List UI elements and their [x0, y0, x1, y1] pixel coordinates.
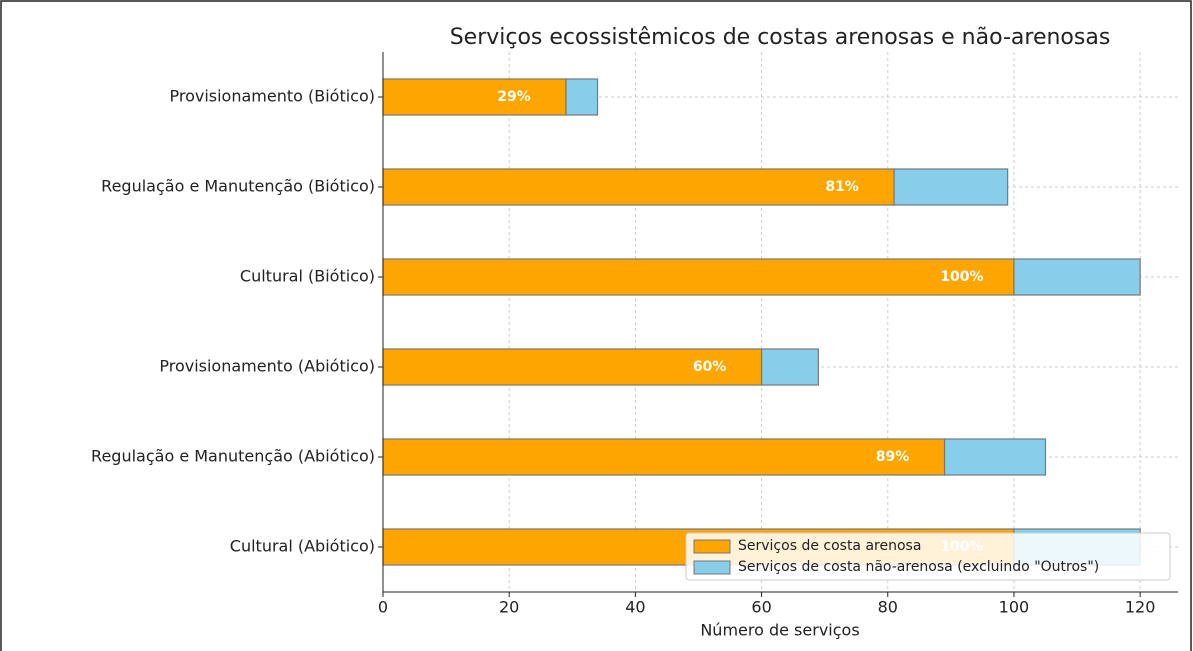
bar-segment: [382, 168, 895, 206]
y-tick-label: Cultural (Biótico): [240, 267, 375, 286]
bar-segment: [382, 78, 567, 116]
x-tick-label: 20: [499, 598, 519, 617]
bar-segment: [943, 438, 1047, 476]
value-label: 81%: [825, 179, 859, 195]
y-tick-label: Regulação e Manutenção (Biótico): [101, 177, 375, 196]
bar-segment: [382, 258, 1015, 296]
value-label: 29%: [497, 89, 531, 105]
x-tick-label: 60: [751, 598, 771, 617]
y-tick-label: Regulação e Manutenção (Abiótico): [91, 447, 375, 466]
value-label: 100%: [940, 269, 983, 285]
y-tick-label: Cultural (Abiótico): [230, 537, 375, 556]
bar-segment: [1013, 258, 1141, 296]
legend-swatch: [693, 539, 731, 554]
bar-segment: [760, 348, 819, 386]
y-tick-label: Provisionamento (Biótico): [169, 87, 375, 106]
x-tick-label: 0: [378, 598, 388, 617]
legend-swatch: [693, 560, 731, 575]
legend-box: [685, 532, 1171, 581]
value-label: 60%: [693, 359, 727, 375]
bar-segment: [565, 78, 599, 116]
legend-label: Serviços de costa arenosa: [738, 538, 921, 554]
x-tick-label: 40: [625, 598, 645, 617]
bar-segment: [893, 168, 1009, 206]
x-tick-label: 100: [999, 598, 1030, 617]
x-tick-label: 80: [878, 598, 898, 617]
x-axis-label: Número de serviços: [700, 621, 859, 640]
chart-title: Serviços ecossistêmicos de costas arenos…: [450, 25, 1111, 50]
y-tick-label: Provisionamento (Abiótico): [159, 357, 375, 376]
bar-segment: [382, 348, 763, 386]
x-tick-label: 120: [1125, 598, 1156, 617]
bar-segment: [382, 438, 946, 476]
legend-label: Serviços de costa não-arenosa (excluindo…: [738, 559, 1099, 575]
value-label: 89%: [876, 449, 910, 465]
